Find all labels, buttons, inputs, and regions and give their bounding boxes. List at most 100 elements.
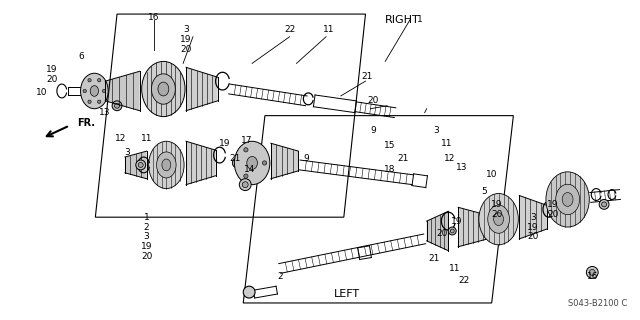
Text: 19: 19 [180, 35, 192, 44]
Text: 21: 21 [362, 72, 373, 81]
Text: 21: 21 [397, 154, 409, 163]
Text: 2: 2 [277, 272, 282, 281]
Text: 20: 20 [547, 210, 559, 219]
Text: 20: 20 [491, 210, 502, 219]
Text: 19: 19 [141, 242, 152, 251]
Circle shape [599, 199, 609, 209]
Text: 9: 9 [303, 154, 309, 163]
Text: 20: 20 [180, 45, 192, 54]
Text: 11: 11 [141, 134, 152, 143]
Text: 20: 20 [46, 75, 58, 84]
Circle shape [451, 229, 454, 233]
Circle shape [83, 89, 86, 92]
Circle shape [586, 267, 598, 278]
Text: 12: 12 [115, 134, 127, 143]
Text: 19: 19 [451, 217, 462, 226]
Text: 20: 20 [141, 252, 152, 261]
Circle shape [102, 89, 106, 92]
Text: 21: 21 [230, 154, 241, 163]
Text: 19: 19 [491, 200, 502, 209]
Text: 14: 14 [243, 165, 255, 174]
Circle shape [244, 174, 248, 178]
Ellipse shape [157, 152, 176, 178]
Polygon shape [105, 71, 140, 111]
Text: 6: 6 [79, 52, 84, 61]
Circle shape [232, 158, 243, 168]
Polygon shape [271, 143, 298, 179]
Text: 3: 3 [530, 213, 536, 222]
Text: 1: 1 [417, 15, 422, 25]
Text: 13: 13 [99, 108, 110, 117]
Text: 19: 19 [46, 65, 58, 74]
Circle shape [115, 103, 120, 108]
Text: 11: 11 [323, 25, 335, 34]
Ellipse shape [493, 213, 504, 226]
Text: 22: 22 [458, 276, 470, 285]
Text: S043-B2100 C: S043-B2100 C [568, 300, 627, 308]
Text: RIGHT: RIGHT [385, 15, 420, 25]
Text: 20: 20 [527, 232, 539, 241]
Circle shape [243, 286, 255, 298]
Polygon shape [186, 141, 216, 185]
Polygon shape [125, 151, 147, 179]
Circle shape [448, 227, 456, 235]
Text: 2: 2 [144, 222, 149, 232]
Text: 21: 21 [429, 254, 440, 263]
Text: 18: 18 [385, 165, 396, 174]
Ellipse shape [81, 73, 108, 109]
Circle shape [112, 101, 122, 111]
Text: 3: 3 [434, 126, 440, 135]
Text: 19: 19 [219, 139, 230, 148]
Circle shape [244, 148, 248, 152]
Ellipse shape [488, 205, 509, 233]
Ellipse shape [546, 172, 589, 227]
Text: 3: 3 [124, 148, 130, 156]
Text: 11: 11 [440, 139, 452, 148]
Circle shape [589, 269, 595, 275]
Ellipse shape [562, 193, 573, 206]
Ellipse shape [247, 156, 257, 170]
Text: 5: 5 [481, 187, 486, 196]
Circle shape [602, 202, 607, 207]
Text: 16: 16 [148, 12, 159, 21]
Text: 19: 19 [547, 200, 559, 209]
Circle shape [88, 100, 91, 103]
Circle shape [97, 100, 101, 103]
Polygon shape [519, 196, 547, 239]
Text: 17: 17 [241, 136, 253, 145]
Text: 20: 20 [368, 96, 379, 105]
Circle shape [138, 163, 143, 167]
Circle shape [235, 161, 240, 165]
Polygon shape [186, 67, 218, 111]
Ellipse shape [556, 184, 580, 215]
Ellipse shape [141, 61, 185, 116]
Text: 16: 16 [586, 272, 598, 281]
Circle shape [136, 160, 146, 170]
Text: 22: 22 [284, 25, 295, 34]
Ellipse shape [148, 141, 184, 188]
Text: FR.: FR. [77, 117, 95, 128]
Ellipse shape [158, 82, 169, 96]
Ellipse shape [234, 141, 270, 185]
Circle shape [243, 182, 248, 188]
Polygon shape [427, 211, 448, 251]
Text: 15: 15 [385, 141, 396, 150]
Text: 3: 3 [183, 25, 189, 34]
Text: 13: 13 [456, 164, 468, 172]
Circle shape [97, 79, 101, 82]
Ellipse shape [152, 74, 175, 104]
Circle shape [262, 161, 267, 165]
Circle shape [88, 79, 91, 82]
Text: LEFT: LEFT [334, 289, 360, 299]
Ellipse shape [90, 86, 99, 96]
Text: 10: 10 [486, 170, 497, 179]
Ellipse shape [162, 159, 171, 171]
Text: 9: 9 [371, 126, 376, 135]
Text: 11: 11 [449, 264, 460, 273]
Ellipse shape [479, 194, 518, 245]
Text: 20: 20 [436, 229, 448, 238]
Text: 12: 12 [444, 154, 455, 163]
Text: 10: 10 [36, 88, 48, 98]
Text: 1: 1 [144, 213, 150, 222]
Polygon shape [458, 207, 488, 247]
